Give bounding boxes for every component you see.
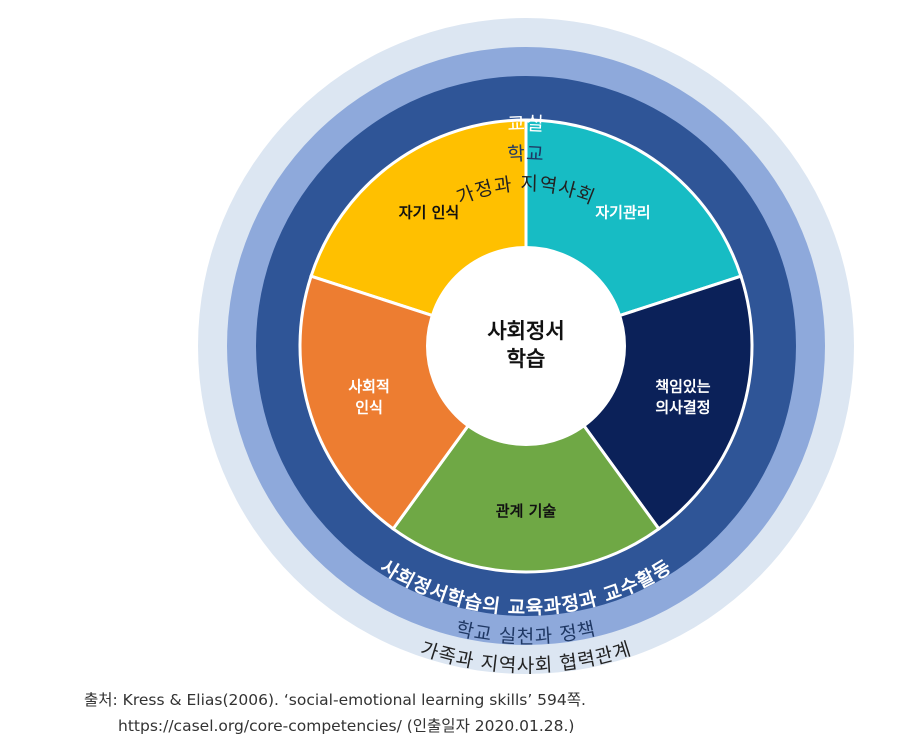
segment-social-awareness-label: 인식	[355, 398, 383, 416]
segment-social-awareness-label: 사회적	[348, 377, 389, 395]
center-label-line2: 학습	[507, 347, 546, 371]
ring-label-middle-top: 학교	[507, 143, 545, 166]
source-line-1: 출처: Kress & Elias(2006). ‘social-emotion…	[84, 691, 586, 709]
segment-responsible-decision-making-label: 책임있는	[655, 377, 710, 395]
segment-responsible-decision-making-label: 의사결정	[655, 398, 710, 416]
segment-self-management-label: 자기관리	[595, 204, 650, 222]
segment-self-awareness-label: 자기 인식	[399, 204, 459, 222]
source-citation: 출처: Kress & Elias(2006). ‘social-emotion…	[84, 687, 586, 739]
ring-label-inner-top: 교실	[507, 113, 545, 136]
center-label-line1: 사회정서	[487, 319, 564, 343]
center-circle	[426, 246, 626, 446]
source-line-2: https://casel.org/core-competencies/ (인출…	[118, 717, 575, 735]
segment-relationship-skills-label: 관계 기술	[496, 502, 557, 520]
